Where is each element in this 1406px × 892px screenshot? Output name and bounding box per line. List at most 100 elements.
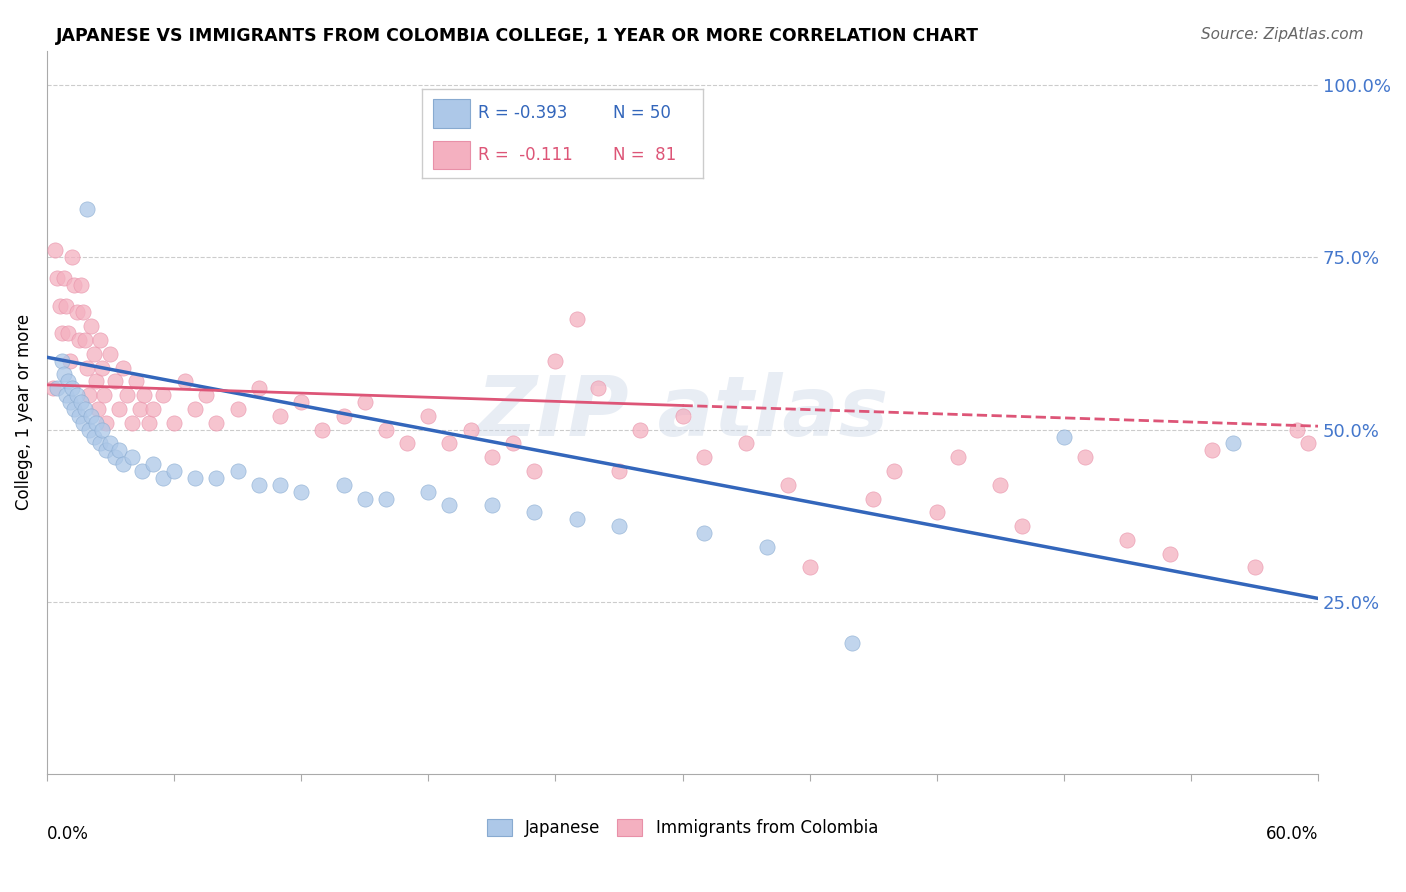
- Point: [87, 401, 110, 416]
- Point: [84, 375, 107, 389]
- Point: [65, 388, 87, 402]
- Point: [55, 388, 77, 402]
- Point: [1285, 423, 1308, 437]
- Point: [163, 464, 186, 478]
- Point: [77, 388, 100, 402]
- Point: [89, 333, 111, 347]
- Point: [1053, 429, 1076, 443]
- Text: R = -0.393: R = -0.393: [478, 104, 568, 122]
- Point: [108, 401, 131, 416]
- Point: [439, 499, 461, 513]
- Point: [1222, 436, 1244, 450]
- Point: [142, 401, 165, 416]
- Point: [134, 388, 156, 402]
- Point: [129, 401, 152, 416]
- Point: [80, 409, 103, 423]
- Point: [56, 375, 79, 389]
- Point: [73, 401, 96, 416]
- Point: [1159, 547, 1181, 561]
- Point: [72, 416, 94, 430]
- Text: ZIP atlas: ZIP atlas: [477, 372, 889, 453]
- Point: [65, 305, 87, 319]
- Point: [104, 375, 127, 389]
- Point: [131, 464, 153, 478]
- Point: [77, 423, 100, 437]
- Y-axis label: College, 1 year or more: College, 1 year or more: [15, 314, 32, 510]
- Point: [89, 436, 111, 450]
- Point: [100, 436, 122, 450]
- Point: [311, 423, 333, 437]
- Point: [51, 353, 73, 368]
- Point: [799, 560, 821, 574]
- Point: [607, 519, 630, 533]
- Point: [374, 491, 396, 506]
- Point: [44, 244, 66, 258]
- Point: [60, 251, 83, 265]
- Text: JAPANESE VS IMMIGRANTS FROM COLOMBIA COLLEGE, 1 YEAR OR MORE CORRELATION CHART: JAPANESE VS IMMIGRANTS FROM COLOMBIA COL…: [56, 27, 979, 45]
- Point: [69, 395, 91, 409]
- Point: [142, 457, 165, 471]
- Point: [93, 388, 115, 402]
- Point: [1243, 560, 1265, 574]
- Point: [1074, 450, 1097, 465]
- Point: [125, 375, 148, 389]
- Point: [73, 333, 96, 347]
- Point: [205, 471, 228, 485]
- Point: [63, 401, 86, 416]
- Point: [52, 368, 75, 382]
- Point: [586, 381, 609, 395]
- Point: [76, 202, 98, 216]
- Point: [439, 436, 461, 450]
- Point: [481, 450, 503, 465]
- Point: [205, 416, 228, 430]
- Point: [544, 353, 567, 368]
- Point: [269, 409, 291, 423]
- Point: [96, 416, 118, 430]
- Point: [247, 477, 270, 491]
- Point: [226, 401, 249, 416]
- Point: [269, 477, 291, 491]
- Point: [460, 423, 482, 437]
- FancyBboxPatch shape: [433, 141, 470, 169]
- Point: [63, 277, 86, 292]
- Point: [226, 464, 249, 478]
- Point: [374, 423, 396, 437]
- FancyBboxPatch shape: [433, 99, 470, 128]
- Point: [1296, 436, 1319, 450]
- Point: [946, 450, 969, 465]
- Text: N = 50: N = 50: [613, 104, 671, 122]
- Point: [83, 429, 105, 443]
- Point: [565, 512, 588, 526]
- Point: [83, 347, 105, 361]
- Point: [100, 347, 122, 361]
- Point: [671, 409, 693, 423]
- Point: [96, 443, 118, 458]
- Point: [52, 271, 75, 285]
- Point: [104, 450, 127, 465]
- Point: [91, 423, 114, 437]
- Point: [628, 423, 651, 437]
- Text: Source: ZipAtlas.com: Source: ZipAtlas.com: [1201, 27, 1364, 42]
- Point: [883, 464, 905, 478]
- Text: N =  81: N = 81: [613, 146, 676, 164]
- Point: [46, 381, 69, 395]
- Point: [184, 401, 207, 416]
- Point: [163, 416, 186, 430]
- Point: [60, 381, 83, 395]
- Point: [112, 457, 135, 471]
- Point: [138, 416, 160, 430]
- Point: [59, 353, 82, 368]
- Point: [51, 326, 73, 340]
- Point: [841, 636, 863, 650]
- Point: [353, 395, 375, 409]
- Text: R =  -0.111: R = -0.111: [478, 146, 572, 164]
- Point: [396, 436, 419, 450]
- Point: [607, 464, 630, 478]
- Point: [418, 484, 440, 499]
- Point: [756, 540, 779, 554]
- Point: [67, 333, 90, 347]
- Point: [48, 299, 70, 313]
- Point: [59, 395, 82, 409]
- Point: [194, 388, 217, 402]
- Point: [692, 525, 714, 540]
